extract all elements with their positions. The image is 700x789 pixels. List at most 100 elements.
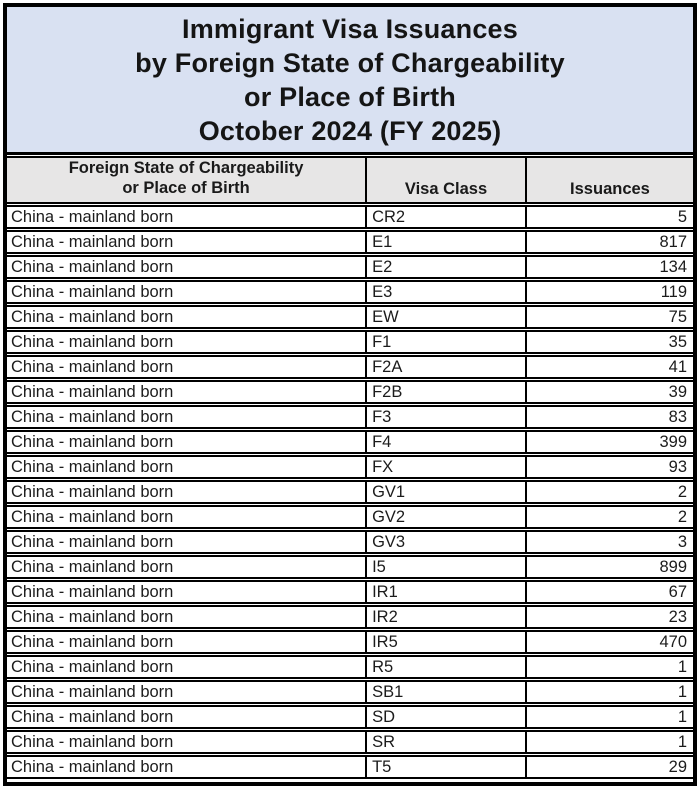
state-cell: China - mainland born <box>7 330 366 354</box>
table-row: China - mainland born T5 29 <box>7 755 693 779</box>
table-row: China - mainland born EW 75 <box>7 305 693 329</box>
issuances-cell: 2 <box>524 480 693 504</box>
visa-class-cell: I5 <box>365 555 525 579</box>
state-cell: China - mainland born <box>7 630 366 654</box>
issuances-cell: 2 <box>524 505 693 529</box>
visa-table-body: China - mainland born CR2 5 China - main… <box>7 205 693 779</box>
issuances-cell: 5 <box>524 205 693 229</box>
state-cell: China - mainland born <box>7 480 366 504</box>
state-cell: China - mainland born <box>7 505 366 529</box>
table-row: China - mainland born F3 83 <box>7 405 693 429</box>
table-row: China - mainland born IR5 470 <box>7 630 693 654</box>
state-cell: China - mainland born <box>7 605 366 629</box>
issuances-cell: 35 <box>524 330 693 354</box>
issuances-cell: 67 <box>524 580 693 604</box>
state-cell: China - mainland born <box>7 530 366 554</box>
state-cell: China - mainland born <box>7 730 366 754</box>
table-row: China - mainland born FX 93 <box>7 455 693 479</box>
visa-class-cell: T5 <box>365 755 525 779</box>
table-row: China - mainland born I5 899 <box>7 555 693 579</box>
issuances-cell: 1 <box>524 705 693 729</box>
state-cell: China - mainland born <box>7 255 366 279</box>
issuances-cell: 817 <box>524 230 693 254</box>
state-cell: China - mainland born <box>7 430 366 454</box>
table-row: China - mainland born F4 399 <box>7 430 693 454</box>
table-row: China - mainland born SD 1 <box>7 705 693 729</box>
table-row: China - mainland born IR2 23 <box>7 605 693 629</box>
visa-class-cell: E3 <box>365 280 525 304</box>
visa-class-cell: R5 <box>365 655 525 679</box>
visa-class-cell: E2 <box>365 255 525 279</box>
table-row: China - mainland born GV1 2 <box>7 480 693 504</box>
table-row: China - mainland born SR 1 <box>7 730 693 754</box>
header-visa-class-column: Visa Class <box>365 156 525 204</box>
issuances-cell: 93 <box>524 455 693 479</box>
table-header: Foreign State of Chargeability or Place … <box>7 156 693 204</box>
table-row: China - mainland born CR2 5 <box>7 205 693 229</box>
state-cell: China - mainland born <box>7 555 366 579</box>
state-cell: China - mainland born <box>7 305 366 329</box>
report-title-line-4: October 2024 (FY 2025) <box>198 116 502 146</box>
visa-class-cell: IR1 <box>365 580 525 604</box>
table-row: China - mainland born R5 1 <box>7 655 693 679</box>
table-row: China - mainland born IR1 67 <box>7 580 693 604</box>
table-row: China - mainland born GV3 3 <box>7 530 693 554</box>
state-cell: China - mainland born <box>7 655 366 679</box>
state-cell: China - mainland born <box>7 455 366 479</box>
visa-class-cell: IR2 <box>365 605 525 629</box>
visa-class-cell: F4 <box>365 430 525 454</box>
state-cell: China - mainland born <box>7 680 366 704</box>
visa-class-cell: SR <box>365 730 525 754</box>
visa-class-cell: GV3 <box>365 530 525 554</box>
visa-class-cell: F1 <box>365 330 525 354</box>
header-row: Foreign State of Chargeability or Place … <box>7 156 693 204</box>
header-state-line-1: Foreign State of Chargeability <box>68 159 304 177</box>
table-row: China - mainland born E3 119 <box>7 280 693 304</box>
issuances-cell: 119 <box>524 280 693 304</box>
visa-issuances-table: Foreign State of Chargeability or Place … <box>7 155 693 780</box>
issuances-cell: 470 <box>524 630 693 654</box>
visa-class-cell: CR2 <box>365 205 525 229</box>
report-title-line-1: Immigrant Visa Issuances <box>182 14 518 44</box>
issuances-cell: 41 <box>524 355 693 379</box>
issuances-cell: 75 <box>524 305 693 329</box>
issuances-cell: 39 <box>524 380 693 404</box>
table-row: China - mainland born E1 817 <box>7 230 693 254</box>
header-issuances-column: Issuances <box>524 156 693 204</box>
table-row: China - mainland born F2A 41 <box>7 355 693 379</box>
visa-class-cell: F2A <box>365 355 525 379</box>
issuances-cell: 134 <box>524 255 693 279</box>
state-cell: China - mainland born <box>7 405 366 429</box>
header-state-column: Foreign State of Chargeability or Place … <box>7 156 366 204</box>
table-row: China - mainland born F2B 39 <box>7 380 693 404</box>
visa-class-cell: SD <box>365 705 525 729</box>
issuances-cell: 1 <box>524 680 693 704</box>
visa-class-cell: GV2 <box>365 505 525 529</box>
issuances-cell: 23 <box>524 605 693 629</box>
visa-class-cell: FX <box>365 455 525 479</box>
visa-class-cell: EW <box>365 305 525 329</box>
state-cell: China - mainland born <box>7 580 366 604</box>
issuances-cell: 899 <box>524 555 693 579</box>
table-row: China - mainland born SB1 1 <box>7 680 693 704</box>
table-row: China - mainland born E2 134 <box>7 255 693 279</box>
visa-class-cell: F3 <box>365 405 525 429</box>
issuances-cell: 399 <box>524 430 693 454</box>
visa-class-cell: E1 <box>365 230 525 254</box>
visa-class-cell: F2B <box>365 380 525 404</box>
header-state-line-2: or Place of Birth <box>122 179 250 197</box>
issuances-cell: 1 <box>524 655 693 679</box>
state-cell: China - mainland born <box>7 755 366 779</box>
issuances-cell: 1 <box>524 730 693 754</box>
report-title-line-2: by Foreign State of Chargeability <box>135 48 565 78</box>
state-cell: China - mainland born <box>7 355 366 379</box>
issuances-cell: 83 <box>524 405 693 429</box>
issuances-cell: 29 <box>524 755 693 779</box>
state-cell: China - mainland born <box>7 205 366 229</box>
visa-class-cell: SB1 <box>365 680 525 704</box>
state-cell: China - mainland born <box>7 705 366 729</box>
table-row: China - mainland born GV2 2 <box>7 505 693 529</box>
visa-class-cell: GV1 <box>365 480 525 504</box>
state-cell: China - mainland born <box>7 380 366 404</box>
